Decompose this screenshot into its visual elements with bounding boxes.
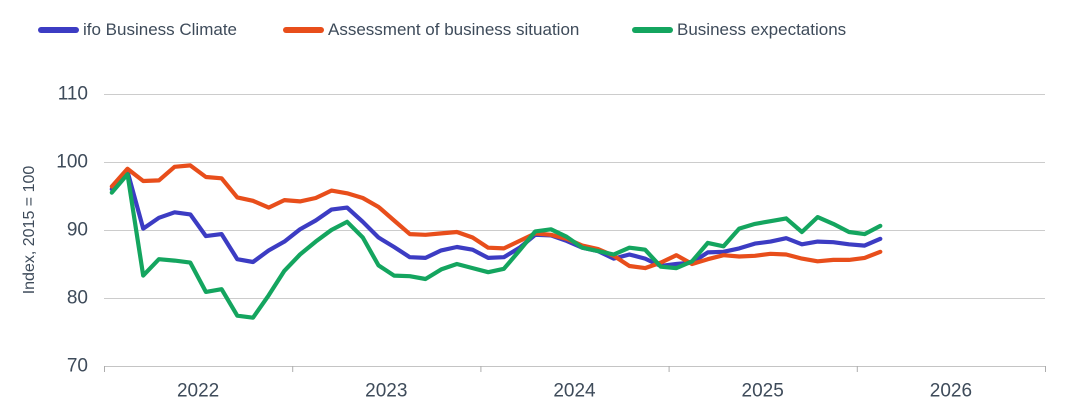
y-tick-label-110: 110: [58, 84, 88, 105]
x-tick-label-2026: 2026: [930, 381, 972, 402]
legend-swatch-business-situation: [283, 27, 324, 33]
x-tick-label-2023: 2023: [365, 381, 407, 402]
y-tick-label-90: 90: [67, 220, 88, 241]
legend-item-business-climate: ifo Business Climate: [38, 21, 237, 39]
legend-label-business-situation: Assessment of business situation: [328, 20, 580, 39]
legend-item-business-situation: Assessment of business situation: [283, 21, 579, 39]
legend-label-business-climate: ifo Business Climate: [83, 20, 238, 39]
y-tick-label-100: 100: [56, 152, 88, 173]
series-line-assessment-of-business-situation: [109, 163, 883, 271]
legend-label-business-expectations: Business expectations: [677, 20, 847, 39]
legend-swatch-business-expectations: [632, 27, 673, 33]
x-tick-label-2022: 2022: [177, 381, 219, 402]
series-line-ifo-business-climate: [109, 169, 883, 269]
legend-swatch-business-climate: [38, 27, 79, 33]
legend-item-business-expectations: Business expectations: [632, 21, 846, 39]
series-line-business-expectations: [109, 172, 883, 320]
x-tick-label-2024: 2024: [553, 381, 596, 402]
y-tick-label-80: 80: [67, 288, 88, 309]
y-tick-label-70: 70: [67, 356, 88, 377]
x-tick-label-2025: 2025: [742, 381, 784, 402]
